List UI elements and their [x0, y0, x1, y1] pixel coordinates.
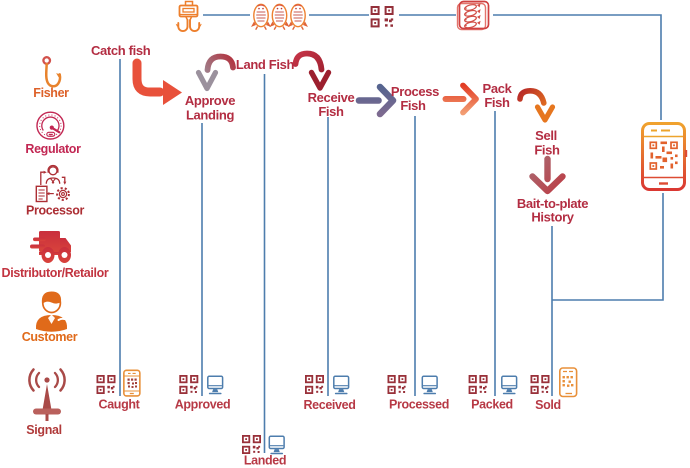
svg-text:Sold: Sold: [535, 398, 561, 412]
svg-text:Fish: Fish: [318, 104, 344, 119]
svg-text:Fish: Fish: [400, 98, 426, 113]
svg-text:Packed: Packed: [471, 398, 513, 412]
svg-text:Regulator: Regulator: [25, 142, 81, 156]
svg-text:Fish: Fish: [534, 143, 560, 158]
svg-text:Signal: Signal: [26, 423, 61, 437]
svg-text:Receive: Receive: [308, 90, 355, 105]
svg-text:Process: Process: [391, 84, 439, 99]
svg-text:History: History: [531, 210, 574, 225]
svg-text:Processed: Processed: [389, 398, 449, 412]
svg-text:Caught: Caught: [99, 398, 141, 412]
svg-text:Bait-to-plate: Bait-to-plate: [517, 196, 588, 211]
svg-text:Pack: Pack: [483, 81, 513, 96]
svg-text:Received: Received: [303, 398, 355, 412]
svg-text:Catch fish: Catch fish: [91, 43, 151, 58]
svg-text:Customer: Customer: [22, 330, 78, 344]
svg-text:Distributor/Retailor: Distributor/Retailor: [2, 266, 109, 280]
svg-text:Sell: Sell: [535, 128, 557, 143]
svg-text:Approve: Approve: [185, 93, 235, 108]
svg-text:Land Fish: Land Fish: [236, 57, 295, 72]
svg-text:Fisher: Fisher: [33, 86, 69, 100]
svg-text:Approved: Approved: [175, 398, 231, 412]
svg-text:Landing: Landing: [186, 108, 235, 123]
svg-text:Landed: Landed: [244, 454, 286, 468]
svg-text:Processor: Processor: [26, 204, 84, 218]
svg-text:Fish: Fish: [484, 95, 510, 110]
